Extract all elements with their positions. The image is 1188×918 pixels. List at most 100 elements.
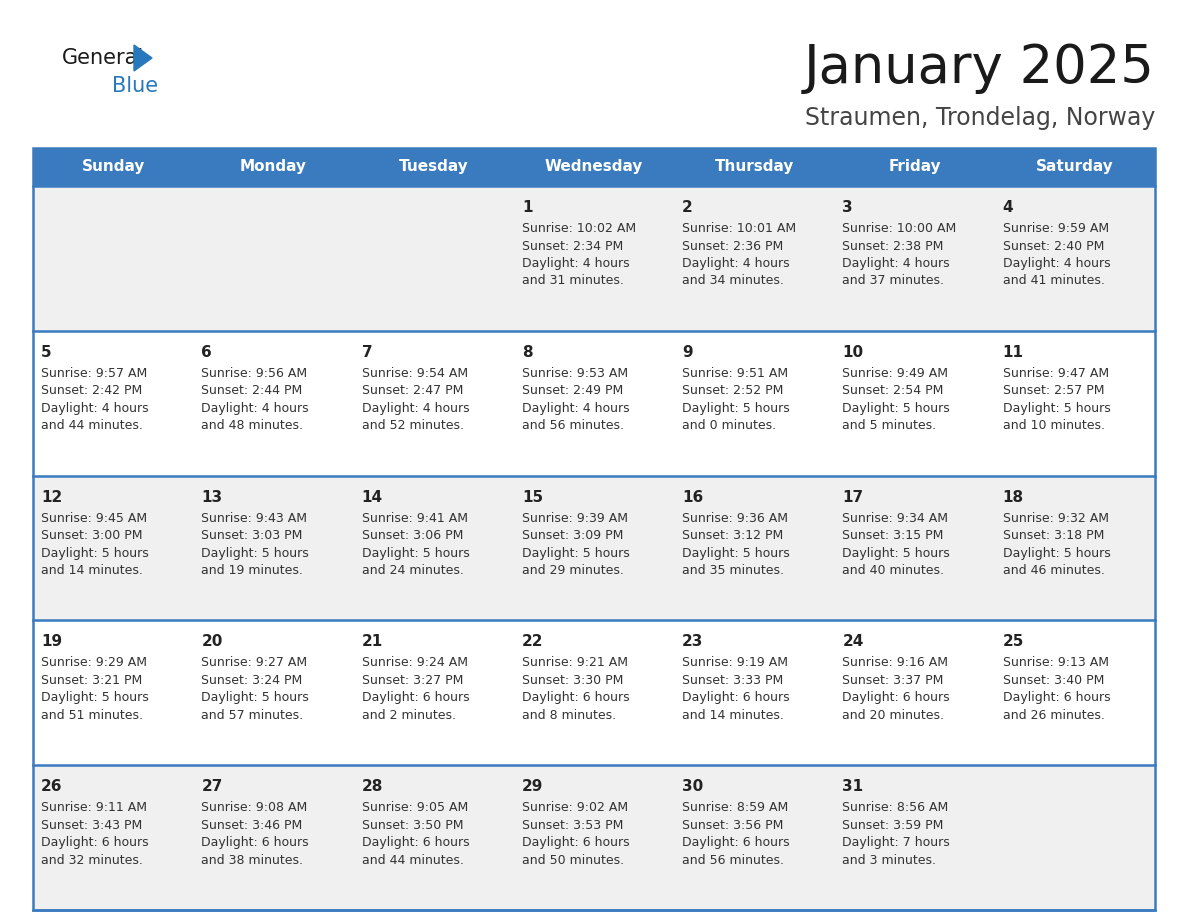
Text: 28: 28 <box>361 779 383 794</box>
Text: and 56 minutes.: and 56 minutes. <box>522 420 624 432</box>
Text: Daylight: 5 hours: Daylight: 5 hours <box>201 691 309 704</box>
Text: Daylight: 4 hours: Daylight: 4 hours <box>842 257 950 270</box>
Text: Daylight: 6 hours: Daylight: 6 hours <box>522 691 630 704</box>
Text: Daylight: 6 hours: Daylight: 6 hours <box>522 836 630 849</box>
Text: 8: 8 <box>522 345 532 360</box>
Text: Sunrise: 9:51 AM: Sunrise: 9:51 AM <box>682 367 789 380</box>
Text: Blue: Blue <box>112 76 158 96</box>
Text: and 38 minutes.: and 38 minutes. <box>201 854 303 867</box>
Text: Sunrise: 9:43 AM: Sunrise: 9:43 AM <box>201 511 308 524</box>
Text: and 29 minutes.: and 29 minutes. <box>522 564 624 577</box>
Text: 18: 18 <box>1003 489 1024 505</box>
Text: Sunset: 3:24 PM: Sunset: 3:24 PM <box>201 674 303 687</box>
Text: 29: 29 <box>522 779 543 794</box>
Text: Saturday: Saturday <box>1036 160 1113 174</box>
Text: 6: 6 <box>201 345 211 360</box>
Text: 11: 11 <box>1003 345 1024 360</box>
Text: Sunset: 3:56 PM: Sunset: 3:56 PM <box>682 819 784 832</box>
Text: Sunrise: 9:39 AM: Sunrise: 9:39 AM <box>522 511 627 524</box>
Text: Sunset: 2:34 PM: Sunset: 2:34 PM <box>522 240 624 252</box>
Text: Wednesday: Wednesday <box>545 160 643 174</box>
Text: Daylight: 4 hours: Daylight: 4 hours <box>42 402 148 415</box>
Text: 7: 7 <box>361 345 372 360</box>
Text: Sunset: 3:53 PM: Sunset: 3:53 PM <box>522 819 624 832</box>
Text: 12: 12 <box>42 489 62 505</box>
Text: Daylight: 6 hours: Daylight: 6 hours <box>361 836 469 849</box>
Polygon shape <box>134 45 152 71</box>
Text: Daylight: 4 hours: Daylight: 4 hours <box>1003 257 1111 270</box>
Text: 22: 22 <box>522 634 543 649</box>
Text: 5: 5 <box>42 345 51 360</box>
Text: Straumen, Trondelag, Norway: Straumen, Trondelag, Norway <box>804 106 1155 130</box>
Text: Sunrise: 9:11 AM: Sunrise: 9:11 AM <box>42 801 147 814</box>
Text: and 41 minutes.: and 41 minutes. <box>1003 274 1105 287</box>
Text: and 24 minutes.: and 24 minutes. <box>361 564 463 577</box>
Text: 4: 4 <box>1003 200 1013 215</box>
Text: and 48 minutes.: and 48 minutes. <box>201 420 303 432</box>
Text: Sunset: 3:33 PM: Sunset: 3:33 PM <box>682 674 783 687</box>
Text: Sunset: 2:36 PM: Sunset: 2:36 PM <box>682 240 783 252</box>
Text: and 14 minutes.: and 14 minutes. <box>42 564 143 577</box>
Text: Sunset: 2:52 PM: Sunset: 2:52 PM <box>682 385 784 397</box>
Text: Sunrise: 9:24 AM: Sunrise: 9:24 AM <box>361 656 468 669</box>
Text: Sunrise: 10:00 AM: Sunrise: 10:00 AM <box>842 222 956 235</box>
Bar <box>33 148 1155 186</box>
Text: Sunset: 3:21 PM: Sunset: 3:21 PM <box>42 674 143 687</box>
Text: Sunset: 2:42 PM: Sunset: 2:42 PM <box>42 385 143 397</box>
Text: 30: 30 <box>682 779 703 794</box>
Text: Daylight: 6 hours: Daylight: 6 hours <box>682 691 790 704</box>
Text: Sunset: 2:44 PM: Sunset: 2:44 PM <box>201 385 303 397</box>
Text: Sunset: 3:18 PM: Sunset: 3:18 PM <box>1003 529 1104 543</box>
Text: Thursday: Thursday <box>715 160 794 174</box>
Text: 1: 1 <box>522 200 532 215</box>
Text: 24: 24 <box>842 634 864 649</box>
Text: 25: 25 <box>1003 634 1024 649</box>
Text: and 19 minutes.: and 19 minutes. <box>201 564 303 577</box>
Text: Daylight: 5 hours: Daylight: 5 hours <box>842 546 950 560</box>
Text: Sunset: 3:43 PM: Sunset: 3:43 PM <box>42 819 143 832</box>
Text: and 57 minutes.: and 57 minutes. <box>201 709 303 722</box>
Text: and 3 minutes.: and 3 minutes. <box>842 854 936 867</box>
Text: Sunset: 2:54 PM: Sunset: 2:54 PM <box>842 385 943 397</box>
Text: Daylight: 5 hours: Daylight: 5 hours <box>522 546 630 560</box>
Text: Tuesday: Tuesday <box>399 160 468 174</box>
Text: Sunrise: 9:53 AM: Sunrise: 9:53 AM <box>522 367 628 380</box>
Text: 23: 23 <box>682 634 703 649</box>
Text: Sunset: 2:40 PM: Sunset: 2:40 PM <box>1003 240 1104 252</box>
Text: and 2 minutes.: and 2 minutes. <box>361 709 455 722</box>
Bar <box>33 148 1155 910</box>
Text: Daylight: 6 hours: Daylight: 6 hours <box>682 836 790 849</box>
Text: Daylight: 6 hours: Daylight: 6 hours <box>842 691 950 704</box>
Text: Sunset: 3:00 PM: Sunset: 3:00 PM <box>42 529 143 543</box>
Text: and 35 minutes.: and 35 minutes. <box>682 564 784 577</box>
Text: Sunrise: 9:59 AM: Sunrise: 9:59 AM <box>1003 222 1108 235</box>
Text: Sunset: 3:09 PM: Sunset: 3:09 PM <box>522 529 624 543</box>
Text: Sunset: 3:59 PM: Sunset: 3:59 PM <box>842 819 943 832</box>
Text: Daylight: 5 hours: Daylight: 5 hours <box>361 546 469 560</box>
Text: Sunset: 2:57 PM: Sunset: 2:57 PM <box>1003 385 1104 397</box>
Text: 2: 2 <box>682 200 693 215</box>
Text: Sunrise: 9:49 AM: Sunrise: 9:49 AM <box>842 367 948 380</box>
Text: and 5 minutes.: and 5 minutes. <box>842 420 936 432</box>
Text: 26: 26 <box>42 779 63 794</box>
Text: Sunset: 2:38 PM: Sunset: 2:38 PM <box>842 240 943 252</box>
Text: and 44 minutes.: and 44 minutes. <box>42 420 143 432</box>
Text: Daylight: 4 hours: Daylight: 4 hours <box>361 402 469 415</box>
Text: Sunrise: 9:13 AM: Sunrise: 9:13 AM <box>1003 656 1108 669</box>
Text: Daylight: 4 hours: Daylight: 4 hours <box>201 402 309 415</box>
Text: Monday: Monday <box>240 160 307 174</box>
Text: Daylight: 5 hours: Daylight: 5 hours <box>1003 402 1111 415</box>
Text: and 34 minutes.: and 34 minutes. <box>682 274 784 287</box>
Bar <box>33 186 1155 330</box>
Text: and 32 minutes.: and 32 minutes. <box>42 854 143 867</box>
Text: Sunrise: 9:41 AM: Sunrise: 9:41 AM <box>361 511 468 524</box>
Text: 9: 9 <box>682 345 693 360</box>
Text: and 8 minutes.: and 8 minutes. <box>522 709 617 722</box>
Text: 3: 3 <box>842 200 853 215</box>
Text: Sunrise: 9:56 AM: Sunrise: 9:56 AM <box>201 367 308 380</box>
Text: Sunrise: 9:08 AM: Sunrise: 9:08 AM <box>201 801 308 814</box>
Text: Sunset: 3:50 PM: Sunset: 3:50 PM <box>361 819 463 832</box>
Text: Sunrise: 10:01 AM: Sunrise: 10:01 AM <box>682 222 796 235</box>
Text: Sunrise: 9:19 AM: Sunrise: 9:19 AM <box>682 656 788 669</box>
Text: Sunrise: 9:27 AM: Sunrise: 9:27 AM <box>201 656 308 669</box>
